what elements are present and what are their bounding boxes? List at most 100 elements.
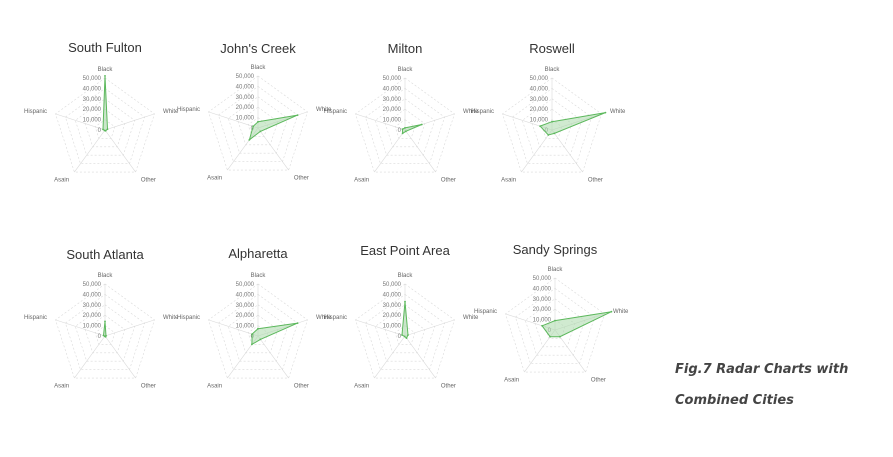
axis-spoke [355,319,406,337]
data-point-black [551,120,553,123]
data-point-other [559,335,561,338]
tick-label: 40,000 [236,84,255,90]
axis-label-asain: Asain [207,175,222,181]
axis-label-other: Other [294,175,309,181]
axis-label-asain: Asain [501,177,516,183]
radar-chart-alpharetta: Black White Other Asain Hispanic 50,000 40,000… [177,246,332,389]
axis-spoke [104,129,136,173]
grid-ring [55,77,155,173]
tick-label: 50,000 [236,282,255,288]
grid-ring [512,88,592,164]
data-point-other [405,130,407,133]
data-point-black [554,319,556,322]
tick-label: 20,000 [236,313,255,319]
chart-title: Alpharetta [228,246,288,261]
axis-label-asain: Asain [207,383,222,389]
grid-ring [502,77,602,173]
tick-label: 30,000 [383,97,402,103]
tick-label: 10,000 [383,118,402,124]
tick-label: 30,000 [530,97,549,103]
data-series-john-s-creek [248,114,298,142]
figure-caption-line-1: Fig.7 Radar Charts with [675,362,849,377]
grid-ring [374,98,436,156]
grid-ring [218,294,298,371]
axis-spoke [404,335,436,379]
data-point-hispanic [252,125,255,128]
axis-label-black: Black [548,267,564,273]
axis-label-asain: Asain [354,383,369,389]
axis-label-other: Other [441,177,456,183]
axis-label-white: White [463,315,479,321]
data-point-white [420,123,423,126]
data-point-asain [403,335,406,338]
chart-title: South Atlanta [66,247,144,262]
tick-label: 20,000 [83,313,102,319]
chart-title: Milton [388,41,423,56]
data-point-white [296,114,299,116]
data-point-black [104,75,106,77]
axis-label-black: Black [251,65,267,71]
axis-label-white: White [463,109,479,115]
grid-ring [384,108,426,148]
axis-spoke [521,129,553,173]
data-point-white [296,322,299,324]
axis-spoke [55,319,106,337]
tick-label: 20,000 [383,107,402,113]
axis-label-hispanic: Hispanic [474,309,497,315]
axis-label-hispanic: Hispanic [324,109,347,115]
axis-spoke [104,113,155,131]
data-point-asain [103,335,106,338]
grid-ring [505,277,605,373]
grid-ring [218,86,298,162]
data-point-hispanic [539,125,541,127]
data-point-hispanic [251,333,254,335]
grid-ring [55,283,155,379]
tick-label: 30,000 [83,303,102,309]
radar-chart-south-fulton: Black White Other Asain Hispanic 50,000 40,000… [24,40,179,183]
axis-spoke [355,113,406,131]
axis-spoke [208,111,259,129]
tick-label: 40,000 [83,292,102,298]
axis-label-asain: Asain [354,177,369,183]
grid-ring [355,77,455,173]
grid-ring [365,294,445,371]
data-point-asain [547,134,550,136]
axis-label-other: Other [141,177,156,183]
axis-spoke [74,335,106,379]
data-point-other [259,130,262,133]
data-point-other [405,337,408,339]
grid-ring [365,88,445,164]
tick-label: 10,000 [383,324,402,330]
grid-ring [374,304,436,362]
grid-ring [384,314,426,354]
axis-label-hispanic: Hispanic [324,315,347,321]
data-series-alpharetta [251,322,298,346]
data-point-hispanic [102,334,105,337]
axis-label-white: White [610,109,626,115]
axis-spoke [104,335,136,379]
data-series-milton [401,124,422,135]
tick-label: 40,000 [383,86,402,92]
axis-label-other: Other [591,377,606,383]
axis-spoke [374,129,406,173]
axis-label-hispanic: Hispanic [471,109,494,115]
tick-label: 10,000 [236,116,255,122]
radar-chart-sandy-springs: Black White Other Asain Hispanic 50,000 40,000… [474,242,629,383]
axis-label-white: White [316,315,332,321]
axis-label-other: Other [588,177,603,183]
axis-label-white: White [316,107,332,113]
data-point-hispanic [541,324,543,327]
data-point-other [259,338,262,341]
tick-label: 10,000 [83,118,102,124]
data-point-black [404,300,406,303]
grid-ring [515,288,595,365]
tick-label: 0 [398,334,402,340]
tick-label: 50,000 [83,76,102,82]
axis-label-black: Black [98,67,114,73]
data-point-black [257,327,259,330]
figure-caption-line-2: Combined Cities [675,393,794,408]
tick-label: 30,000 [236,303,255,309]
axis-spoke [551,129,583,173]
data-point-asain [251,343,253,346]
tick-label: 30,000 [83,97,102,103]
